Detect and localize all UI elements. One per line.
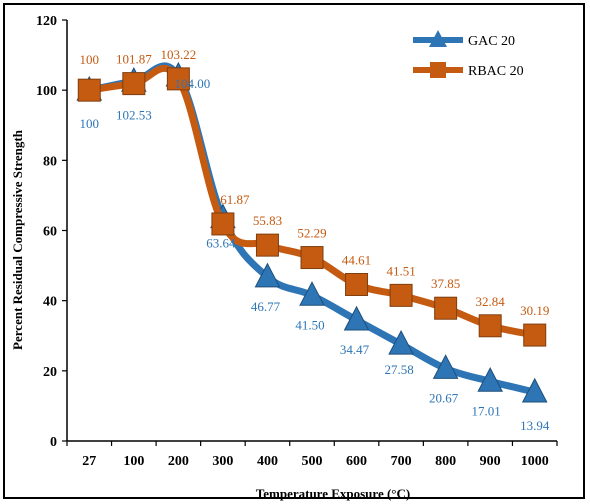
series-1-point (521, 377, 548, 403)
legend-marker (429, 30, 447, 47)
x-tick-label: 500 (302, 454, 323, 469)
y-tick-label: 40 (43, 295, 57, 310)
series-1-data-label: 100 (80, 116, 100, 131)
axes: 0 20 40 60 80 100 120 27 100 200 300 400 500 600 700 80… (36, 14, 558, 469)
series-2-point (478, 314, 502, 338)
y-tick-label: 60 (43, 225, 57, 240)
series-1-point (299, 281, 325, 306)
series-1-point (254, 262, 281, 288)
series-1-data-label: 27.58 (384, 362, 413, 377)
y-tick-label: 20 (43, 365, 57, 380)
legend-label: GAC 20 (468, 34, 515, 49)
series-2-data-label: 61.87 (220, 192, 250, 207)
series-2-point (300, 246, 324, 270)
series-2-point (77, 78, 101, 102)
series-1-data-label: 41.50 (295, 317, 324, 332)
series-2-data-label: 37.85 (431, 276, 460, 291)
series-2-point (255, 233, 279, 257)
series-2-point (211, 212, 235, 236)
x-tick-label: 27 (82, 454, 96, 469)
y-tick-label: 80 (43, 154, 57, 169)
x-tick-label: 1000 (521, 454, 549, 469)
series-1-data-label: 104.00 (174, 76, 210, 91)
legend-marker (430, 62, 446, 78)
x-tick-label: 900 (480, 454, 501, 469)
series-1-point (432, 354, 459, 379)
series-1-data-label: 20.67 (429, 390, 459, 405)
y-tick-label: 120 (36, 14, 57, 29)
series-1-data-label: 13.94 (520, 418, 550, 433)
series-1-data-label: 102.53 (116, 107, 152, 122)
legend: GAC 20 RBAC 20 (413, 30, 524, 79)
series-2-data-label: 101.87 (116, 52, 152, 67)
series-1-data-label: 63.64 (206, 236, 236, 251)
series-layer (76, 61, 548, 403)
series-1-point (343, 305, 370, 331)
series-2-point (389, 283, 413, 307)
series-2-data-label: 52.29 (297, 226, 326, 241)
data-labels: 100 102.53 104.00 63.64 46.77 41.50 34.47 27.58… (80, 47, 550, 433)
series-2-data-label: 41.51 (386, 263, 415, 278)
series-1-point (388, 329, 414, 355)
series-2-data-label: 30.19 (520, 303, 549, 318)
series-2-data-label: 103.22 (160, 47, 196, 62)
legend-label: RBAC 20 (468, 64, 524, 79)
series-2-point (166, 67, 190, 91)
x-tick-label: 400 (257, 454, 278, 469)
series-2-data-label: 32.84 (476, 294, 506, 309)
y-tick-label: 100 (36, 84, 57, 99)
series-1-data-label: 46.77 (251, 299, 281, 314)
series-2-point (434, 296, 458, 320)
series-1-data-label: 17.01 (472, 403, 501, 418)
series-2-point (122, 72, 146, 96)
x-tick-label: 300 (212, 454, 233, 469)
x-tick-label: 100 (123, 454, 144, 469)
y-tick-label: 0 (50, 435, 57, 450)
series-2-point (345, 272, 369, 296)
series-2-point (523, 323, 547, 347)
x-tick-label: 800 (435, 454, 456, 469)
y-axis-title: Percent Residual Compressive Strength (10, 129, 25, 350)
x-tick-label: 600 (346, 454, 367, 469)
x-tick-label: 700 (391, 454, 412, 469)
series-2-data-label: 44.61 (342, 252, 371, 267)
x-axis-title: Temperature Exposure (°C) (256, 486, 410, 501)
series-2-data-label: 100 (80, 52, 100, 67)
x-tick-label: 200 (168, 454, 189, 469)
series-2-data-label: 55.83 (253, 213, 282, 228)
series-1-point (477, 367, 504, 392)
series-1-data-label: 34.47 (340, 342, 370, 357)
